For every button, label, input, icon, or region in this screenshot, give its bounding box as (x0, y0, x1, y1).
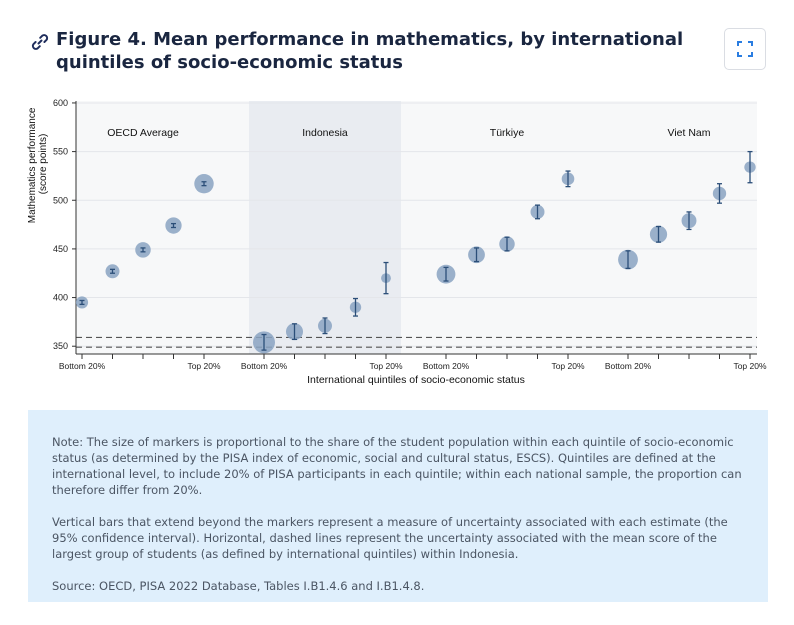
y-tick-label: 450 (53, 244, 68, 254)
group-label: OECD Average (107, 127, 179, 139)
axes (75, 101, 757, 355)
x-tick-label-top: Top 20% (551, 361, 585, 371)
x-ticks: Bottom 20% Top 20% Bottom 20% Top 20% Bottom… (59, 354, 767, 371)
x-tick-label-top: Top 20% (369, 361, 403, 371)
y-axis-label: Mathematics performance (score points) (27, 105, 49, 223)
notes-panel: Note: The size of markers is proportiona… (28, 410, 768, 602)
group-label: Türkiye (490, 127, 525, 139)
x-tick-label-top: Top 20% (187, 361, 221, 371)
reference-band (76, 336, 757, 348)
gridlines (76, 102, 757, 347)
group-shade-indonesia (249, 101, 401, 354)
group-label: Viet Nam (668, 127, 711, 139)
x-tick-label-top: Top 20% (733, 361, 767, 371)
y-tick-label: 550 (53, 147, 68, 157)
note-marker-size: Note: The size of markers is proportiona… (52, 435, 742, 497)
y-tick-label: 400 (53, 293, 68, 303)
y-ticks: 350 400 450 500 550 600 (53, 98, 76, 351)
x-tick-label-bottom: Bottom 20% (59, 361, 106, 371)
note-uncertainty: Vertical bars that extend beyond the mar… (52, 515, 728, 561)
figure-header: Figure 4. Mean performance in mathematic… (30, 28, 770, 88)
y-tick-label: 500 (53, 195, 68, 205)
expand-icon (737, 41, 753, 57)
data-points (75, 150, 756, 354)
group-labels: OECD Average Indonesia Türkiye Viet Nam (107, 127, 711, 139)
source-note: Source: OECD, PISA 2022 Database, Tables… (52, 579, 425, 593)
plot-background (76, 101, 757, 354)
expand-button[interactable] (724, 28, 766, 70)
y-tick-label: 600 (53, 98, 68, 108)
x-tick-label-bottom: Bottom 20% (241, 361, 288, 371)
group-label: Indonesia (302, 127, 348, 139)
figure-title: Figure 4. Mean performance in mathematic… (56, 29, 684, 73)
y-tick-label: 350 (53, 341, 68, 351)
link-icon[interactable] (30, 32, 50, 52)
x-tick-label-bottom: Bottom 20% (605, 361, 652, 371)
x-axis-label: International quintiles of socio-economi… (307, 374, 525, 386)
x-tick-label-bottom: Bottom 20% (423, 361, 470, 371)
